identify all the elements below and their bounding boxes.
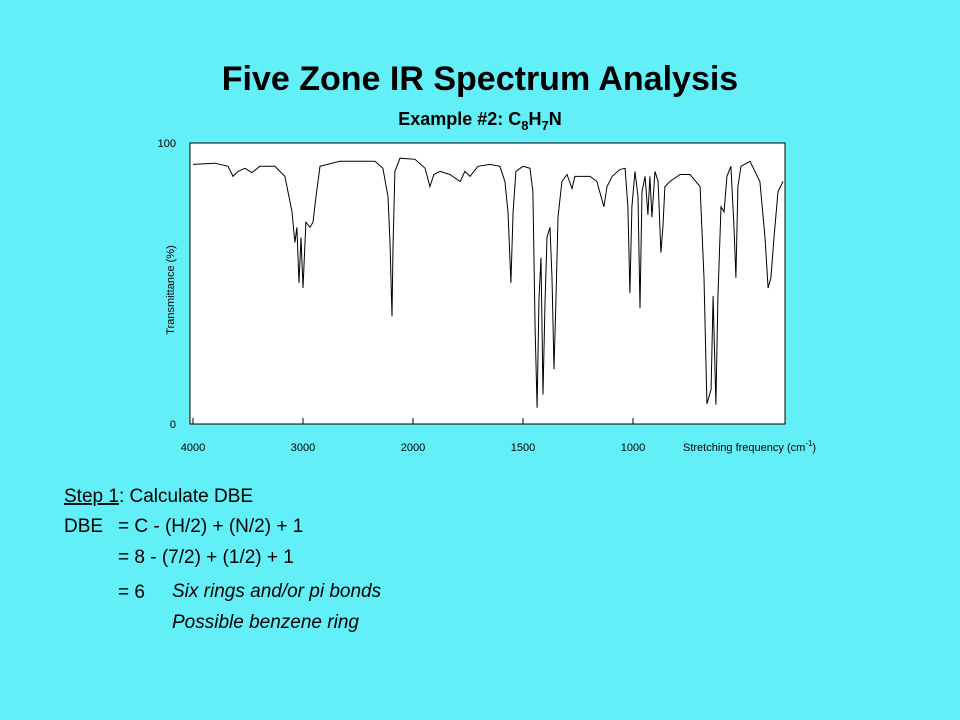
- subtitle-sub: 8: [521, 118, 528, 133]
- x-label-part: ): [812, 442, 816, 454]
- x-tick-label: 2000: [401, 442, 425, 454]
- formula-line: = 6: [118, 582, 145, 603]
- x-tick-label: 1500: [511, 442, 535, 454]
- y-tick-label: 100: [158, 138, 176, 150]
- spectrum-line: [192, 157, 784, 408]
- plot-frame: [189, 142, 786, 425]
- formula-line: = C - (H/2) + (N/2) + 1: [118, 516, 303, 537]
- formula-label: DBE: [64, 516, 103, 537]
- x-label-part: Stretching frequency (cm: [683, 442, 805, 454]
- plot: 0 100 4000 3000 2000 1500 1000: [158, 138, 784, 454]
- x-tick-label: 1000: [621, 442, 645, 454]
- y-axis-label: Transmittance (%): [165, 245, 177, 334]
- step-label: Step 1: [64, 486, 119, 507]
- comment: Six rings and/or pi bonds: [172, 581, 382, 602]
- comment: Possible benzene ring: [172, 612, 359, 633]
- subtitle: Example #2: C8H7N: [398, 109, 562, 133]
- subtitle-part: Example #2: C: [398, 109, 521, 129]
- x-label-sup: -1: [805, 439, 813, 448]
- subtitle-part: H: [529, 109, 542, 129]
- x-axis-label: Stretching frequency (cm-1): [683, 439, 816, 454]
- x-tick-label: 3000: [291, 442, 315, 454]
- x-tick-label: 4000: [181, 442, 205, 454]
- y-tick-label: 0: [170, 419, 176, 431]
- formula-line: = 8 - (7/2) + (1/2) + 1: [118, 547, 294, 568]
- title: Five Zone IR Spectrum Analysis: [222, 60, 738, 98]
- step-heading: Step 1: Calculate DBE: [64, 486, 253, 507]
- subtitle-part: N: [549, 109, 562, 129]
- step-text: : Calculate DBE: [119, 486, 253, 507]
- subtitle-sub: 7: [542, 118, 549, 133]
